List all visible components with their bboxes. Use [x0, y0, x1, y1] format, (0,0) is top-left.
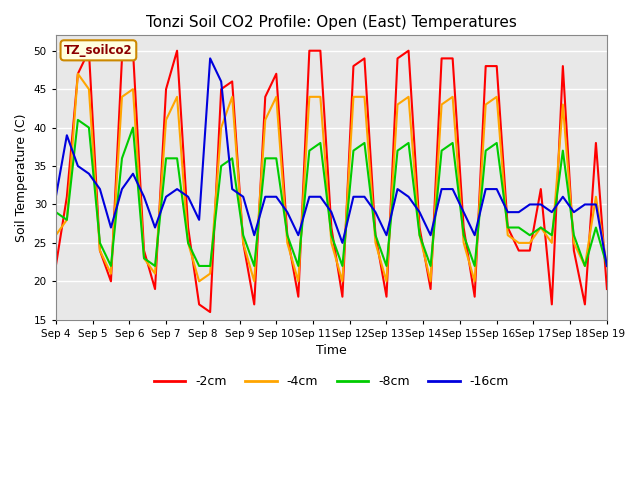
- Text: TZ_soilco2: TZ_soilco2: [64, 44, 132, 57]
- Y-axis label: Soil Temperature (C): Soil Temperature (C): [15, 113, 28, 242]
- Legend: -2cm, -4cm, -8cm, -16cm: -2cm, -4cm, -8cm, -16cm: [148, 370, 514, 393]
- X-axis label: Time: Time: [316, 344, 347, 357]
- Title: Tonzi Soil CO2 Profile: Open (East) Temperatures: Tonzi Soil CO2 Profile: Open (East) Temp…: [146, 15, 517, 30]
